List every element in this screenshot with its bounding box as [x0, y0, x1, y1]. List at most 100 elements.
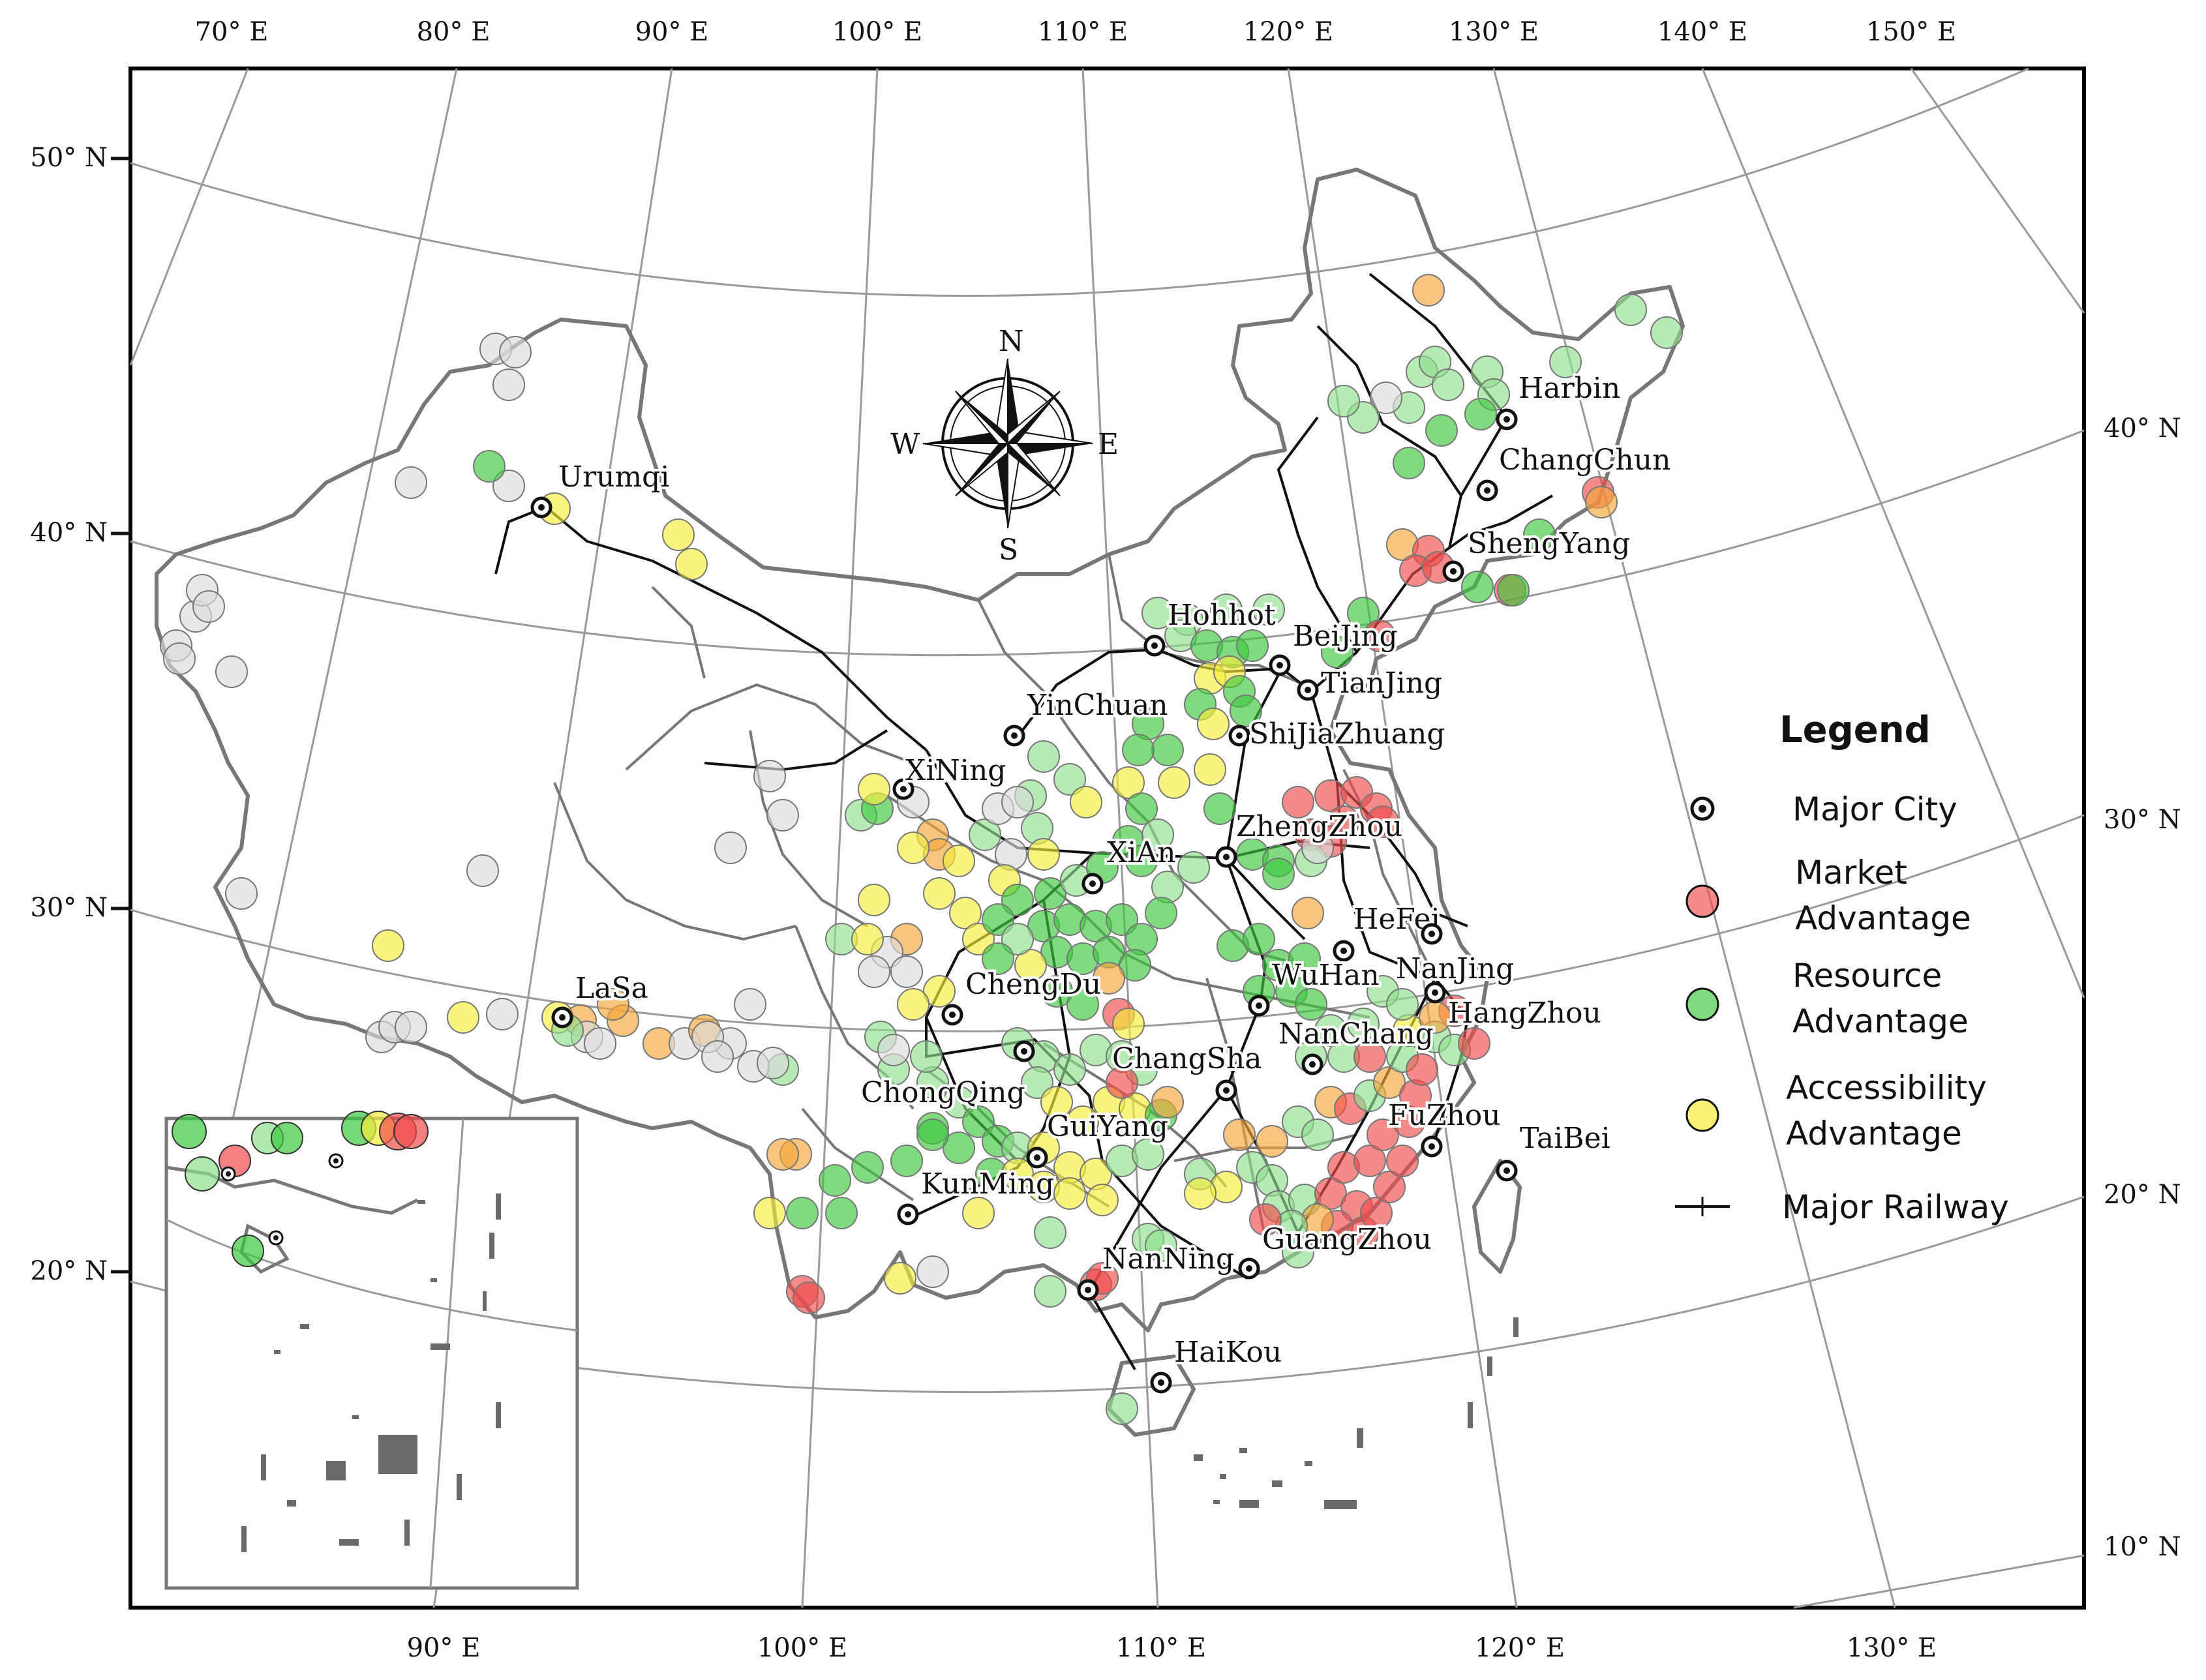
city-marker-dot: [1236, 732, 1243, 739]
bottom-longitude-label: 110° E: [1116, 1633, 1206, 1663]
legend: Legend Major City Market Advantage Resou…: [1675, 709, 2009, 1226]
city-marker-dot: [905, 1211, 911, 1218]
city-label: TaiBei: [1520, 1122, 1610, 1155]
neutral-point: [766, 799, 799, 832]
city-marker-dot: [1503, 1167, 1510, 1174]
resource_light-point: [1210, 593, 1243, 626]
market-point: [1353, 1040, 1386, 1073]
compass-n: N: [999, 325, 1024, 358]
accessibility-point: [1086, 1184, 1119, 1216]
coordinate-labels: 70° E 80° E 90° E 100° E 110° E 120° E 130° E 1…: [30, 17, 2181, 1663]
resource_light-point: [910, 1040, 943, 1073]
city-marker-dot: [1085, 1287, 1091, 1293]
city-label: TianJing: [1321, 667, 1442, 700]
top-longitude-label: 70° E: [195, 17, 269, 47]
accessibility-point: [949, 897, 982, 929]
legend-railway-label: Major Railway: [1782, 1188, 2009, 1226]
accessibility-point: [884, 1262, 916, 1295]
resource_light-point: [1141, 818, 1174, 851]
south-sea-islands: [1194, 1317, 1519, 1509]
right-latitude-label: 10° N: [2104, 1532, 2181, 1562]
neutral-point: [395, 466, 427, 499]
city-marker-dot: [1309, 1061, 1316, 1068]
legend-accessibility-label-1: Accessibility: [1786, 1069, 1987, 1107]
resource-point: [1125, 792, 1158, 825]
resource_light-point: [1386, 988, 1419, 1021]
resource-point: [851, 1151, 884, 1184]
lat-10-line: [1793, 1554, 2085, 1609]
resource-point: [1145, 897, 1177, 929]
city-marker-dot: [559, 1014, 566, 1021]
accessibility-point: [943, 845, 975, 877]
resource_light-point: [1027, 740, 1060, 773]
accessibility-point: [962, 1197, 995, 1229]
resource-point: [1523, 518, 1556, 551]
resource-point: [1393, 447, 1425, 479]
neutral-point: [701, 1040, 734, 1073]
mixed_orange-point: [1412, 274, 1445, 307]
right-latitude-label: 20° N: [2104, 1180, 2181, 1210]
resource_light-point: [943, 1086, 975, 1118]
resource-point: [1106, 903, 1138, 936]
mixed_orange-point: [1373, 1066, 1406, 1099]
city-label: ChangSha: [1112, 1042, 1262, 1075]
legend-resource-label-1: Resource: [1792, 957, 1942, 995]
city-label: Harbin: [1519, 372, 1620, 405]
city-marker-dot: [1450, 568, 1457, 575]
market-point: [1386, 1145, 1419, 1177]
inset-frame: [164, 1117, 579, 1590]
legend-accessibility-icon: [1685, 1098, 1719, 1132]
market-point: [1314, 1177, 1347, 1210]
city-label: HangZhou: [1448, 997, 1601, 1030]
market-point: [1363, 620, 1396, 652]
resource-point: [1425, 414, 1458, 447]
resource-point: [1497, 574, 1530, 607]
accessibility-point: [1053, 1177, 1086, 1210]
top-longitude-label: 150° E: [1866, 17, 1956, 47]
legend-major-city-label: Major City: [1792, 790, 1957, 828]
neutral-point: [492, 368, 525, 401]
resource_light-point: [1034, 1216, 1066, 1249]
legend-accessibility-label-2: Advantage: [1786, 1115, 1962, 1152]
accessibility-point: [1027, 838, 1060, 871]
bottom-longitude-label: 90° E: [407, 1633, 481, 1663]
resource_light-point: [1549, 346, 1582, 378]
legend-market-label-2: Advantage: [1795, 899, 1971, 937]
city-marker-dot: [1223, 854, 1230, 860]
neutral-point: [163, 642, 196, 675]
neutral-point: [584, 1027, 616, 1060]
neutral-point: [714, 832, 747, 864]
accessibility-point: [923, 877, 956, 910]
resource_light-point: [1177, 851, 1210, 884]
accessibility-point: [858, 773, 890, 805]
lon-100-line: [801, 68, 879, 1608]
accessibility-point: [858, 884, 890, 916]
resource-point: [1461, 571, 1494, 603]
city-label: HaiKou: [1174, 1336, 1282, 1369]
resource-point: [1034, 877, 1066, 910]
market-point: [1353, 1145, 1386, 1177]
city-label: ChongQing: [861, 1076, 1025, 1109]
city-label: XiNing: [905, 754, 1006, 787]
accessibility-point: [372, 929, 404, 962]
mixed_orange-point: [597, 988, 629, 1021]
market-point: [1367, 1118, 1399, 1151]
neutral-point: [215, 655, 248, 688]
city-marker-dot: [900, 786, 907, 792]
lon-130-line: [1492, 68, 1896, 1608]
bottom-longitude-label: 100° E: [757, 1633, 847, 1663]
resource-point: [982, 942, 1014, 975]
city-marker-dot: [1484, 487, 1490, 494]
lon-80-line: [188, 68, 458, 1325]
lat-30-line: [130, 814, 2085, 1032]
legend-market-icon: [1685, 884, 1719, 918]
resource-point: [943, 1132, 975, 1164]
neutral-point: [734, 988, 766, 1021]
top-longitude-label: 130° E: [1449, 17, 1539, 47]
city-label: ChangChun: [1499, 443, 1670, 477]
market-point: [1282, 786, 1314, 818]
resource-point: [1151, 734, 1184, 766]
left-latitude-label: 20° N: [30, 1256, 108, 1286]
lat-40-line: [130, 429, 2085, 657]
city-marker-dot: [1223, 1087, 1230, 1094]
